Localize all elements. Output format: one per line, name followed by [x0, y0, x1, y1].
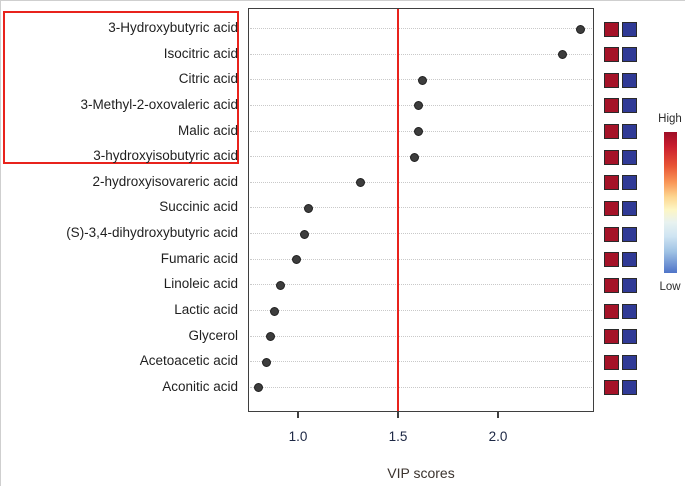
- vip-score-dot: [413, 127, 423, 137]
- heat-cell-low: [622, 21, 637, 37]
- gridline: [250, 284, 592, 286]
- metabolite-label: Succinic acid: [159, 199, 238, 215]
- heat-cell-low: [622, 149, 637, 165]
- gridline: [250, 310, 592, 312]
- vip-score-dot: [557, 50, 567, 60]
- heat-cell-high: [604, 277, 619, 293]
- heat-cell-high: [604, 124, 619, 140]
- heat-cell-low: [622, 380, 637, 396]
- heat-cell-high: [604, 329, 619, 345]
- vip-score-dot: [275, 280, 285, 290]
- legend-low-label: Low: [659, 281, 681, 293]
- metabolite-label: 3-Methyl-2-oxovaleric acid: [80, 96, 238, 112]
- gridline: [250, 207, 592, 209]
- heat-cell-low: [622, 72, 637, 88]
- vip-score-dot: [413, 101, 423, 111]
- top-metabolites-highlight-box: [3, 11, 239, 164]
- vip-score-dot: [417, 75, 427, 85]
- heat-cell-high: [604, 175, 619, 191]
- vip-score-dot: [253, 383, 263, 393]
- legend-high-label: High: [658, 113, 682, 125]
- heat-cell-low: [622, 226, 637, 242]
- vip-score-dot: [265, 332, 275, 342]
- metabolite-label: Isocitric acid: [163, 45, 238, 61]
- vip-score-dot: [269, 306, 279, 316]
- x-axis-tick-label: 2.0: [488, 429, 508, 444]
- vip-score-dot: [291, 255, 301, 265]
- x-axis-tick-mark: [397, 412, 399, 418]
- heat-cell-high: [604, 303, 619, 319]
- metabolite-label: Glycerol: [188, 327, 238, 343]
- metabolite-label: Fumaric acid: [160, 250, 238, 266]
- x-axis-tick-label: 1.0: [288, 429, 308, 444]
- vip-score-dot: [355, 178, 365, 188]
- metabolite-label: 3-Hydroxybutyric acid: [108, 20, 238, 35]
- gridline: [250, 386, 592, 388]
- heat-cell-high: [604, 98, 619, 114]
- gridline: [250, 258, 592, 260]
- heat-cell-low: [622, 200, 637, 216]
- vip-score-dot: [575, 24, 585, 34]
- vip-score-dot: [299, 229, 309, 239]
- metabolite-label: Malic acid: [177, 122, 238, 138]
- gridline: [250, 156, 592, 158]
- x-axis-tick-mark: [497, 412, 499, 418]
- heat-cell-high: [604, 354, 619, 370]
- heat-cell-low: [622, 303, 637, 319]
- x-axis-tick-label: 1.5: [388, 429, 408, 444]
- metabolite-label: Citric acid: [178, 71, 238, 87]
- metabolite-label: Aconitic acid: [162, 378, 238, 394]
- vip-score-dot: [409, 152, 419, 162]
- heat-cell-high: [604, 21, 619, 37]
- vip-score-dot: [303, 203, 313, 213]
- heat-cell-high: [604, 149, 619, 165]
- heat-cell-high: [604, 47, 619, 63]
- metabolite-label: 2-hydroxyisovareric acid: [92, 173, 238, 189]
- heat-cell-low: [622, 277, 637, 293]
- vip-score-dot: [261, 357, 271, 367]
- metabolite-label: (S)-3,4-dihydroxybutyric acid: [66, 225, 238, 241]
- gridline: [250, 53, 592, 55]
- heat-cell-high: [604, 380, 619, 396]
- metabolite-label: Linoleic acid: [163, 276, 238, 292]
- x-axis-tick-mark: [297, 412, 299, 418]
- gridline: [250, 335, 592, 337]
- gridline: [250, 28, 592, 29]
- heat-cell-low: [622, 354, 637, 370]
- metabolite-label: 3-hydroxyisobutyric acid: [93, 148, 238, 164]
- heat-cell-low: [622, 98, 637, 114]
- heat-cell-low: [622, 124, 637, 140]
- heat-cell-low: [622, 252, 637, 268]
- metabolite-label: Acetoacetic acid: [139, 353, 238, 369]
- heat-cell-low: [622, 47, 637, 63]
- heat-cell-low: [622, 175, 637, 191]
- heat-cell-high: [604, 72, 619, 88]
- vip-threshold-line: [397, 9, 399, 411]
- heat-cell-high: [604, 252, 619, 268]
- heat-cell-high: [604, 200, 619, 216]
- plot-area: [248, 8, 594, 412]
- heat-cell-high: [604, 226, 619, 242]
- metabolite-label: Lactic acid: [174, 302, 238, 318]
- x-axis-title: VIP scores: [387, 465, 455, 481]
- gridline: [250, 233, 592, 235]
- color-gradient-bar: [664, 132, 677, 273]
- heat-cell-low: [622, 329, 637, 345]
- gridline: [250, 361, 592, 363]
- gridline: [250, 181, 592, 183]
